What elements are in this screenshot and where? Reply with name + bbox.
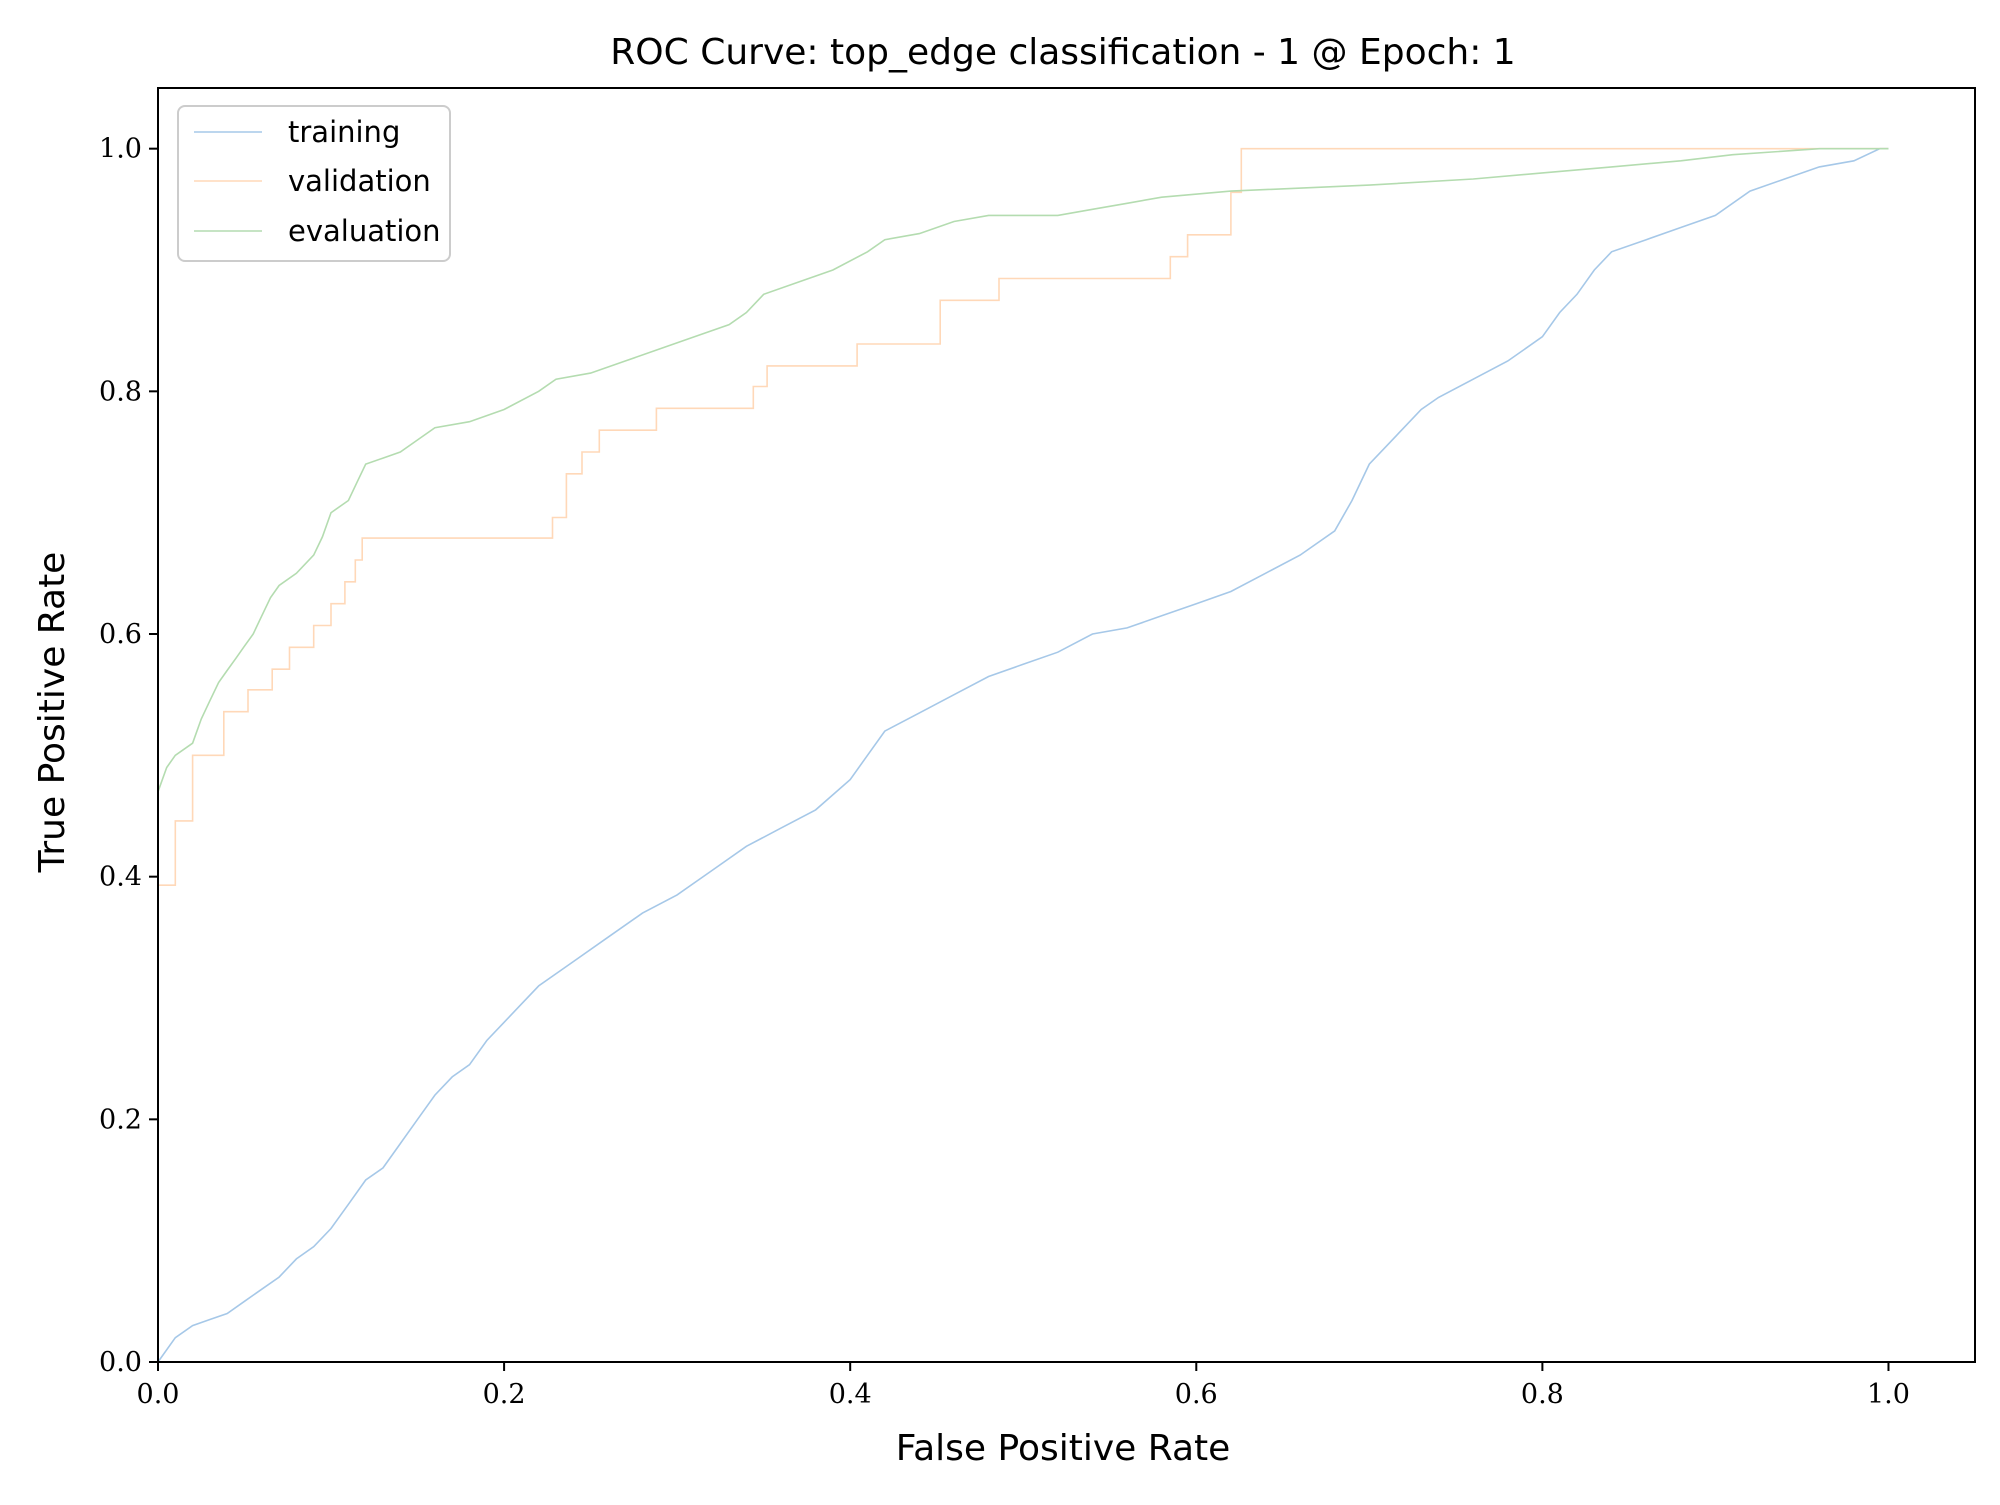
plot-frame [157,87,1976,1363]
x-tick-label: 0.8 [1521,1379,1564,1410]
series-line-evaluation [157,147,1889,1362]
legend-box [177,105,451,262]
legend-label-training: training [288,115,400,149]
y-tick-label: 0.8 [99,376,142,407]
x-tick-label: 0.0 [137,1379,180,1410]
legend-label-evaluation: evaluation [288,214,441,248]
series-line-validation [157,147,1889,1362]
series-line-training [157,147,1889,1363]
y-axis-title: True Positive Rate [32,552,73,874]
legend: training validation evaluation [177,105,451,262]
y-tick-label: 0.0 [99,1347,142,1378]
y-tick-label: 0.4 [99,862,142,893]
x-tick-label: 0.6 [1175,1379,1218,1410]
y-tick-label: 0.2 [99,1104,142,1135]
legend-label-validation: validation [288,164,431,198]
x-axis-title: False Positive Rate [896,1428,1231,1469]
chart-title: ROC Curve: top_edge classification - 1 @… [610,32,1515,73]
x-tick-label: 0.4 [829,1379,872,1410]
x-tick-label: 1.0 [1867,1379,1910,1410]
ticks-layer: 0.0 0.2 0.4 0.6 0.8 1.0 0.0 0.2 0.4 0.6 0.8 1.0 [99,134,1910,1410]
series-layer [157,147,1889,1363]
y-tick-label: 1.0 [99,134,142,165]
x-tick-label: 0.2 [483,1379,526,1410]
y-tick-label: 0.6 [99,619,142,650]
